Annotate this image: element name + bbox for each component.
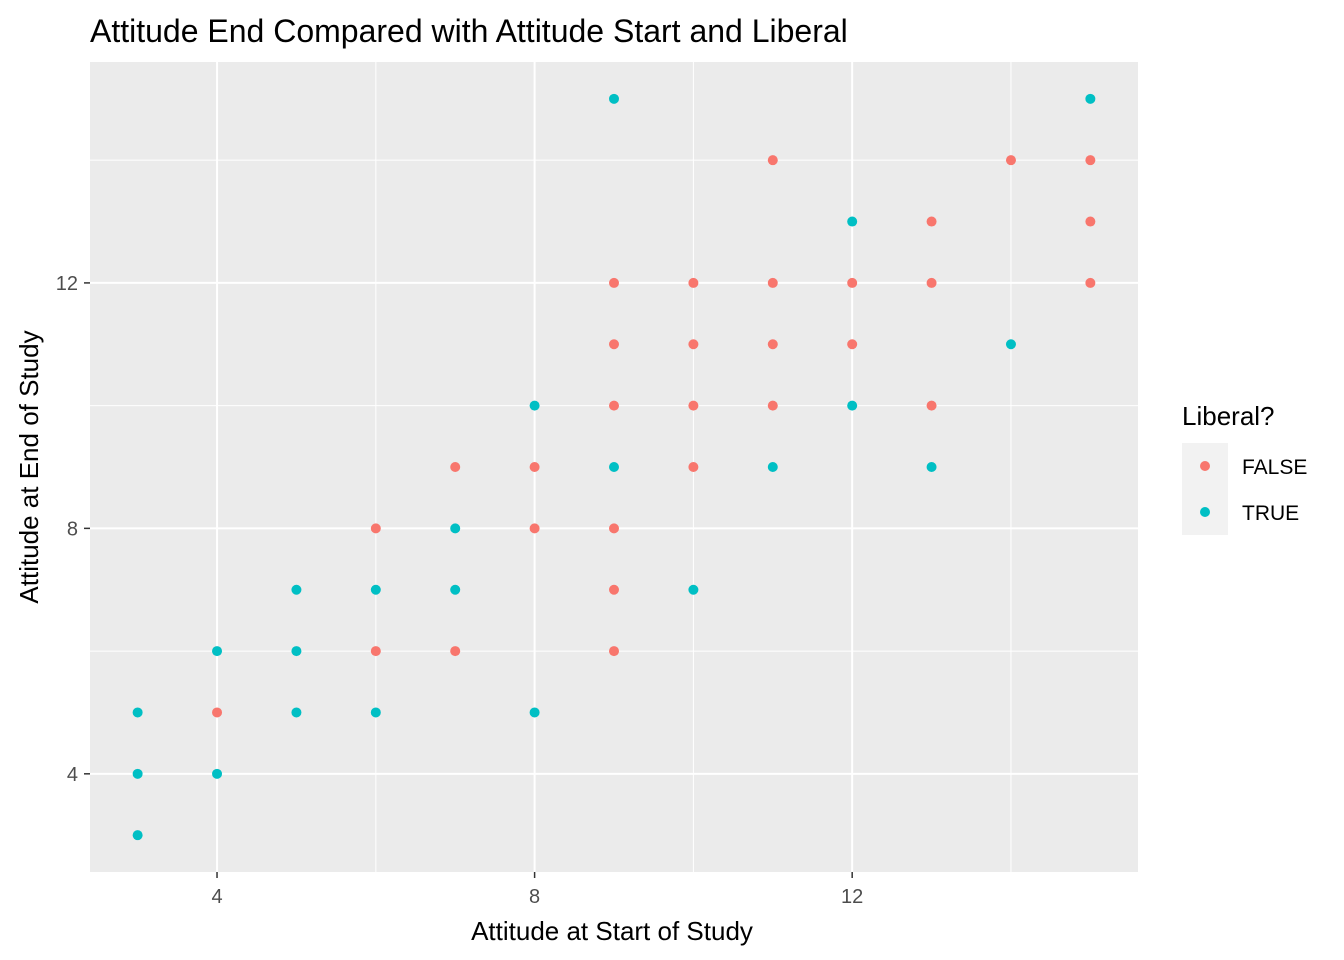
data-point-false [370,646,381,657]
data-point-false [1085,155,1096,166]
data-point-true [450,584,461,595]
y-tick-label: 8 [67,518,78,540]
data-point-false [767,155,778,166]
data-point-false [688,277,699,288]
x-tick-label: 12 [841,886,863,908]
legend-marker-true [1200,507,1210,517]
y-axis-ticks: 4 8 12 [56,273,90,786]
data-point-true [212,646,223,657]
data-point-false [609,277,619,288]
legend-title: Liberal? [1182,401,1275,431]
data-point-true [609,93,619,104]
data-point-true [132,830,143,841]
x-tick-label: 4 [211,886,222,908]
data-point-true [370,707,381,718]
data-point-false [609,646,619,657]
data-point-true [847,400,858,411]
data-point-false [767,400,778,411]
data-point-false [688,462,699,472]
data-point-true [450,523,461,534]
legend-label-false: FALSE [1242,456,1307,479]
data-point-true [132,707,143,718]
data-point-false [370,523,381,534]
data-point-true [291,707,302,718]
data-point-false [450,462,461,472]
data-point-false [688,339,699,350]
legend-marker-false [1200,461,1210,471]
data-point-true [767,462,778,472]
data-point-false [212,707,223,718]
data-point-true [609,462,619,472]
data-point-false [609,339,619,350]
x-axis-title: Attitude at Start of Study [471,916,753,946]
data-point-true [847,216,858,227]
data-point-true [529,707,540,718]
data-point-true [688,584,699,595]
data-point-true [212,768,223,779]
data-point-false [609,400,619,411]
data-point-false [1085,277,1096,288]
data-point-true [370,584,381,595]
data-point-true [291,646,302,657]
chart-title: Attitude End Compared with Attitude Star… [90,13,848,49]
data-point-true [529,400,540,411]
data-point-false [529,462,540,472]
data-point-false [450,646,461,657]
y-axis-title: Attitude at End of Study [14,330,44,603]
data-point-false [926,216,937,227]
x-tick-label: 8 [529,886,540,908]
data-point-false [767,277,778,288]
data-point-true [1085,93,1096,104]
y-tick-label: 12 [56,273,78,295]
data-point-false [767,339,778,350]
data-point-true [132,768,143,779]
legend-label-true: TRUE [1242,502,1299,525]
data-point-true [926,462,937,472]
data-point-false [926,400,937,411]
data-point-false [1005,155,1016,166]
data-point-true [291,584,302,595]
data-points [132,93,1096,841]
data-point-false [847,339,858,350]
y-tick-label: 4 [67,764,78,786]
x-axis-ticks: 4 8 12 [211,872,863,908]
data-point-false [609,584,619,595]
data-point-false [847,277,858,288]
data-point-false [609,523,619,534]
data-point-false [926,277,937,288]
data-point-false [529,523,540,534]
data-point-false [1085,216,1096,227]
data-point-false [688,400,699,411]
data-point-true [1005,339,1016,350]
legend: Liberal? FALSE TRUE [1182,401,1307,535]
